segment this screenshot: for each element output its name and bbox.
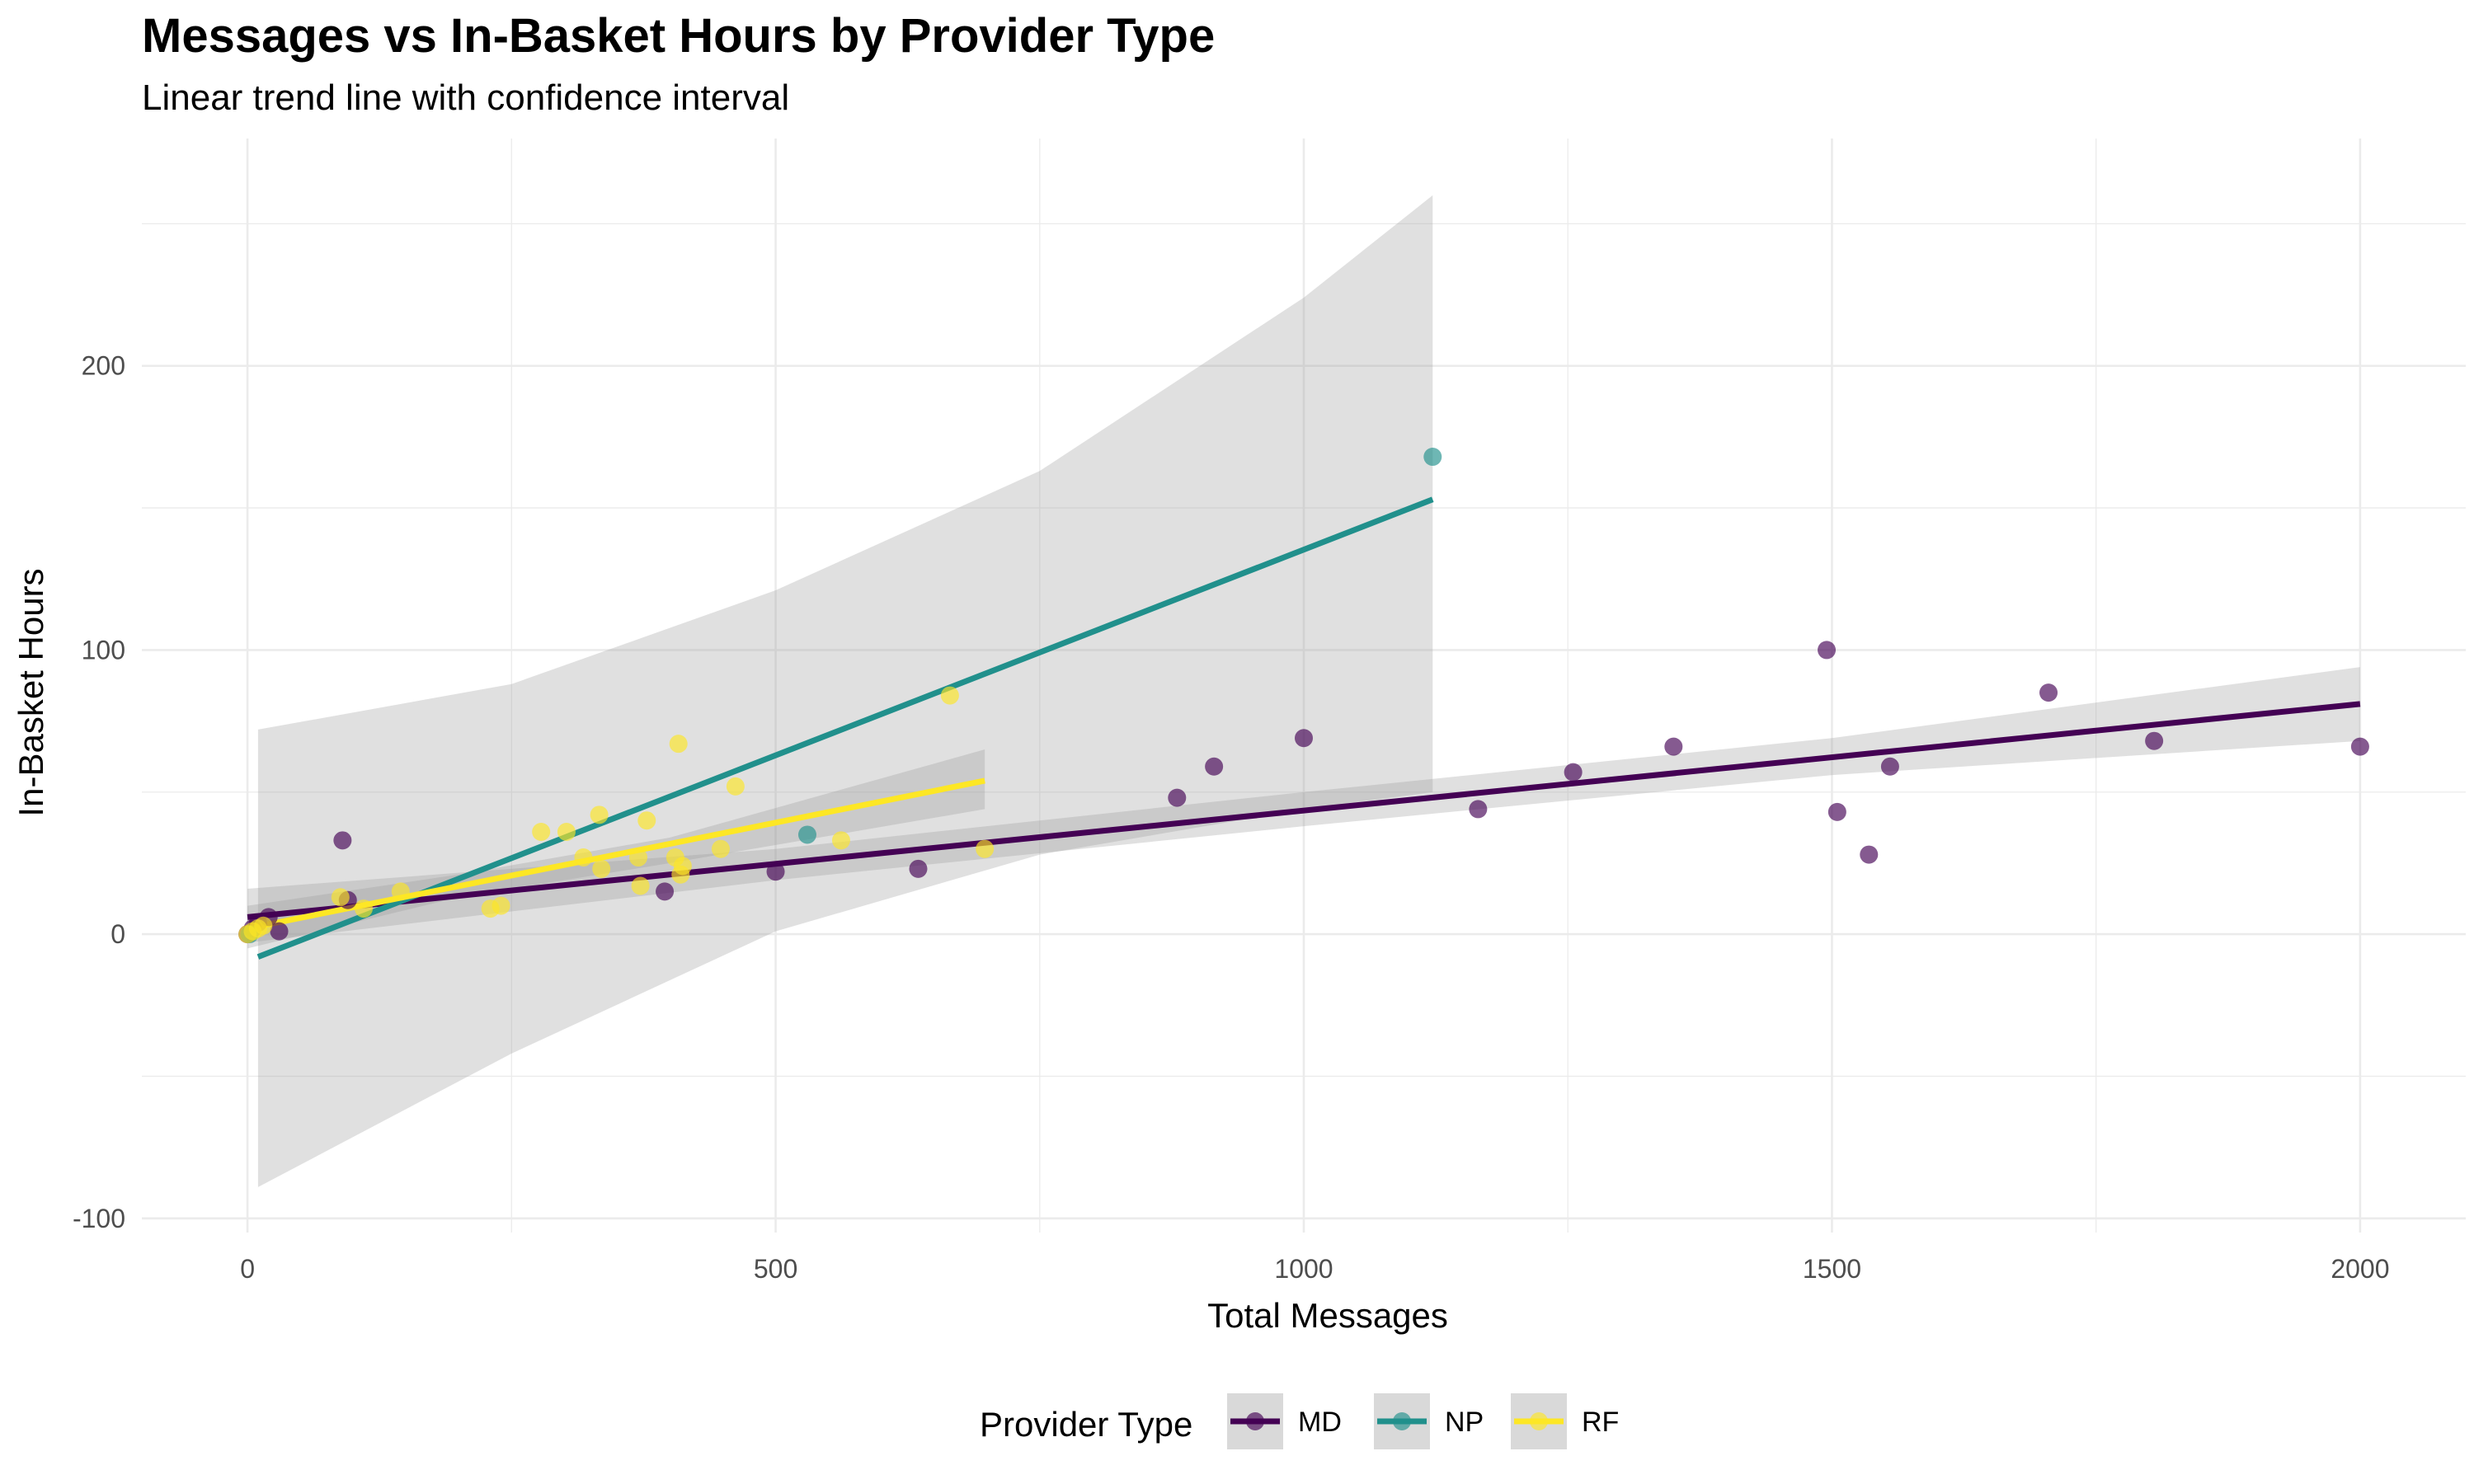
data-point-rf[interactable] xyxy=(940,686,959,705)
data-point-md[interactable] xyxy=(1818,641,1837,660)
legend-label: MD xyxy=(1298,1407,1342,1438)
data-point-rf[interactable] xyxy=(590,805,609,824)
data-point-rf[interactable] xyxy=(574,848,593,867)
x-tick-label: 1500 xyxy=(1803,1254,1861,1284)
data-point-md[interactable] xyxy=(656,882,675,901)
data-point-md[interactable] xyxy=(766,862,785,881)
data-point-md[interactable] xyxy=(909,859,928,878)
legend-label: NP xyxy=(1445,1407,1484,1438)
data-point-md[interactable] xyxy=(1664,737,1683,756)
data-point-rf[interactable] xyxy=(831,831,850,850)
data-point-md[interactable] xyxy=(1564,763,1583,782)
chart-subtitle: Linear trend line with confidence interv… xyxy=(142,77,790,118)
data-point-rf[interactable] xyxy=(331,888,350,907)
data-point-rf[interactable] xyxy=(976,839,995,858)
data-point-md[interactable] xyxy=(1880,757,1899,776)
legend-key-point xyxy=(1530,1412,1548,1430)
y-axis-title: In-Basket Hours xyxy=(12,568,50,816)
data-point-rf[interactable] xyxy=(629,848,648,867)
legend-label: RF xyxy=(1582,1407,1619,1438)
legend-key-point xyxy=(1393,1412,1411,1430)
data-point-rf[interactable] xyxy=(669,735,688,754)
x-axis-ticks: 0 500 1000 1500 2000 xyxy=(240,1254,2389,1284)
legend-title: Provider Type xyxy=(980,1405,1192,1444)
data-point-md[interactable] xyxy=(1205,757,1224,776)
data-point-rf[interactable] xyxy=(254,916,273,935)
data-point-rf[interactable] xyxy=(631,876,650,895)
y-axis-ticks: -100 0 100 200 xyxy=(73,351,125,1233)
legend-key-point xyxy=(1246,1412,1264,1430)
data-point-rf[interactable] xyxy=(673,857,692,876)
data-point-rf[interactable] xyxy=(532,823,551,842)
data-points xyxy=(238,448,2369,944)
data-point-rf[interactable] xyxy=(557,823,576,842)
data-point-rf[interactable] xyxy=(637,811,656,830)
data-point-np[interactable] xyxy=(797,825,816,844)
x-tick-label: 0 xyxy=(240,1254,255,1284)
data-point-rf[interactable] xyxy=(726,777,745,796)
x-axis-title: Total Messages xyxy=(1207,1296,1448,1335)
trend-line-md xyxy=(247,701,2361,920)
y-tick-label: 0 xyxy=(111,919,125,949)
y-tick-label: 100 xyxy=(82,635,125,665)
major-gridlines xyxy=(142,139,2466,1233)
data-point-md[interactable] xyxy=(2145,731,2164,750)
data-point-md[interactable] xyxy=(1295,729,1313,748)
y-tick-label: -100 xyxy=(73,1204,125,1233)
data-point-np[interactable] xyxy=(1423,448,1442,467)
data-point-rf[interactable] xyxy=(354,899,373,918)
trend-line-np xyxy=(256,496,1434,960)
confidence-band-np xyxy=(257,195,1433,1187)
data-point-md[interactable] xyxy=(1469,800,1488,819)
data-point-md[interactable] xyxy=(1860,845,1879,864)
x-tick-label: 1000 xyxy=(1274,1254,1333,1284)
data-point-rf[interactable] xyxy=(592,859,611,878)
data-point-md[interactable] xyxy=(333,831,352,850)
x-tick-label: 500 xyxy=(754,1254,797,1284)
data-point-rf[interactable] xyxy=(711,839,730,858)
legend: Provider Type MD NP RF xyxy=(980,1393,1619,1449)
data-point-rf[interactable] xyxy=(492,896,510,915)
data-point-rf[interactable] xyxy=(391,882,410,901)
chart-title: Messages vs In-Basket Hours by Provider … xyxy=(142,9,1216,63)
data-point-md[interactable] xyxy=(2039,683,2058,702)
data-point-md[interactable] xyxy=(1827,802,1846,821)
data-point-md[interactable] xyxy=(2350,737,2369,756)
data-point-md[interactable] xyxy=(270,922,289,941)
data-point-md[interactable] xyxy=(1168,788,1187,807)
y-tick-label: 200 xyxy=(82,351,125,381)
x-tick-label: 2000 xyxy=(2331,1254,2389,1284)
